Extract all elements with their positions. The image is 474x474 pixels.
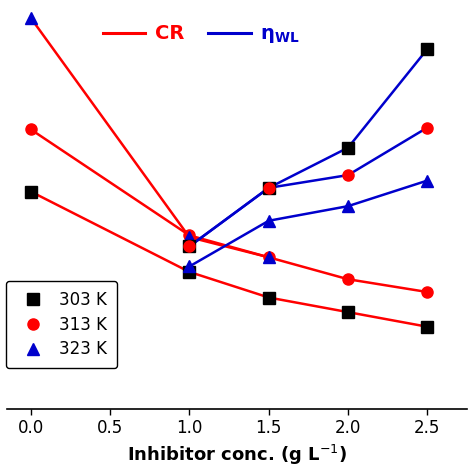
X-axis label: Inhibitor conc. (g L$^{-1}$): Inhibitor conc. (g L$^{-1}$): [127, 443, 347, 467]
Legend: 303 K, 313 K, 323 K: 303 K, 313 K, 323 K: [6, 281, 118, 368]
